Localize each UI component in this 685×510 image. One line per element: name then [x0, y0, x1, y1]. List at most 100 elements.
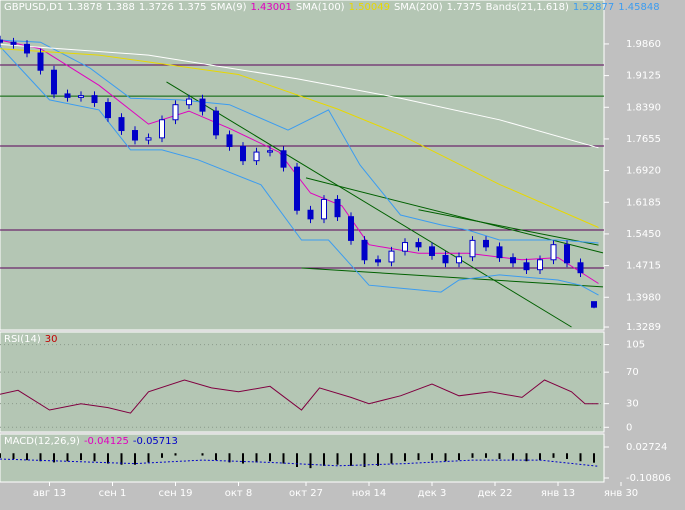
indicator-name: MACD(12,26,9)	[4, 436, 80, 447]
band-lower	[0, 46, 599, 296]
trend-line	[301, 267, 604, 288]
candle-body	[429, 246, 435, 256]
x-tick-label: сен 19	[158, 488, 192, 499]
y-tick-label: 1.3289	[626, 322, 661, 333]
indicator-value: 1.50049	[349, 2, 390, 13]
rsi-line	[0, 379, 599, 414]
candle-body	[510, 257, 516, 264]
indicator-value: 1.43001	[251, 2, 292, 13]
x-tick-label: ноя 14	[352, 488, 387, 499]
candle-body	[91, 95, 98, 104]
y-tick-label: 30	[626, 399, 639, 410]
labels: GBPUSD,D1 1.3878 1.388 1.3726 1.375 SMA(9) 1.4…	[4, 2, 660, 447]
candle-body	[213, 110, 219, 136]
candle-body	[294, 166, 300, 211]
plot-area	[0, 35, 604, 469]
candle-body	[577, 262, 584, 274]
candle-body	[240, 145, 246, 162]
indicator-value: 1.52877	[573, 2, 614, 13]
candle-body	[307, 209, 314, 220]
indicator-value: -0.05713	[133, 436, 178, 447]
candle-body	[199, 98, 206, 112]
candle-body	[0, 39, 3, 43]
candle-body	[186, 98, 192, 106]
candle-body	[51, 69, 57, 95]
y-tick-label: 1.7655	[626, 134, 661, 145]
y-tick-label: 1.9860	[626, 39, 661, 50]
y-tick-label: 1.9125	[626, 71, 661, 82]
candle-body	[132, 130, 138, 141]
x-tick-label: дек 22	[477, 488, 512, 499]
last-close: 1.375	[178, 2, 207, 13]
candle-body	[172, 104, 179, 121]
indicator-value: 30	[45, 334, 58, 345]
y-tick-label: 1.8390	[626, 102, 661, 113]
candle-body	[415, 242, 422, 248]
x-tick-label: янв 30	[604, 488, 638, 499]
indicator-name: SMA(200)	[394, 2, 443, 13]
axes: авг 13 сен 1 сен 19 окт 8 окт 27 ноя 14 дек 3 д…	[33, 39, 671, 499]
x-tick-label: окт 8	[225, 488, 253, 499]
price-panel	[0, 0, 605, 331]
x-tick-label: окт 27	[289, 488, 323, 499]
x-tick-label: дек 3	[418, 488, 447, 499]
y-tick-label: 1.6185	[626, 197, 661, 208]
candle-body	[145, 137, 152, 141]
indicator-name: Bands(21,1.618)	[486, 2, 569, 13]
moving-average	[0, 48, 599, 228]
candle-body	[334, 198, 341, 218]
candle-body	[523, 262, 530, 271]
candle-body	[37, 52, 44, 71]
candle-body	[226, 134, 233, 147]
candle-body	[105, 102, 111, 119]
signal-line	[0, 458, 599, 467]
panel-header: MACD(12,26,9) -0.04125 -0.05713	[4, 436, 178, 447]
y-tick-label: 105	[626, 340, 645, 351]
candle-body	[64, 93, 71, 98]
moving-average	[0, 39, 599, 284]
candle-body	[550, 244, 557, 261]
candle-body	[388, 250, 395, 263]
panel-header: RSI(14) 30	[4, 334, 58, 345]
candle-body	[267, 150, 273, 153]
candle-body	[375, 259, 381, 263]
candle-body	[280, 150, 287, 168]
y-tick-label: 70	[626, 367, 639, 378]
candle-body	[537, 259, 543, 271]
indicator-name: SMA(100)	[296, 2, 345, 13]
candle-body	[321, 198, 327, 220]
last-high: 1.388	[106, 2, 135, 13]
candle-body	[591, 301, 597, 308]
indicator-value: 1.45848	[618, 2, 659, 13]
y-tick-label: 0.02724	[626, 442, 667, 453]
y-tick-label: 1.3980	[626, 292, 661, 303]
candle-body	[496, 246, 503, 259]
band-upper	[0, 39, 599, 244]
indicator-name: RSI(14)	[4, 334, 41, 345]
candle-body	[253, 151, 260, 162]
y-tick-label: -0.10806	[626, 473, 671, 484]
candle-body	[78, 95, 84, 98]
panel-header: GBPUSD,D1 1.3878 1.388 1.3726 1.375 SMA(9) 1.4…	[4, 2, 660, 13]
y-tick-label: 0	[626, 422, 632, 433]
candle-body	[118, 117, 125, 132]
moving-average	[0, 43, 599, 149]
candle-body	[442, 254, 449, 264]
trend-line	[418, 209, 599, 246]
last-low: 1.3726	[139, 2, 174, 13]
rsi-panel	[0, 331, 605, 433]
macd-panel	[0, 433, 605, 483]
x-tick-label: сен 1	[99, 488, 127, 499]
symbol: GBPUSD,D1	[4, 2, 63, 13]
trend-line	[166, 81, 572, 328]
candle-body	[348, 216, 354, 241]
last-open: 1.3878	[67, 2, 102, 13]
candle-body	[469, 239, 476, 258]
candle-body	[10, 41, 17, 45]
indicator-value: -0.04125	[84, 436, 129, 447]
candle-body	[483, 239, 489, 248]
indicator-value: 1.7375	[447, 2, 482, 13]
candle-body	[361, 239, 368, 261]
candle-body	[159, 119, 165, 139]
y-tick-label: 1.5450	[626, 229, 661, 240]
